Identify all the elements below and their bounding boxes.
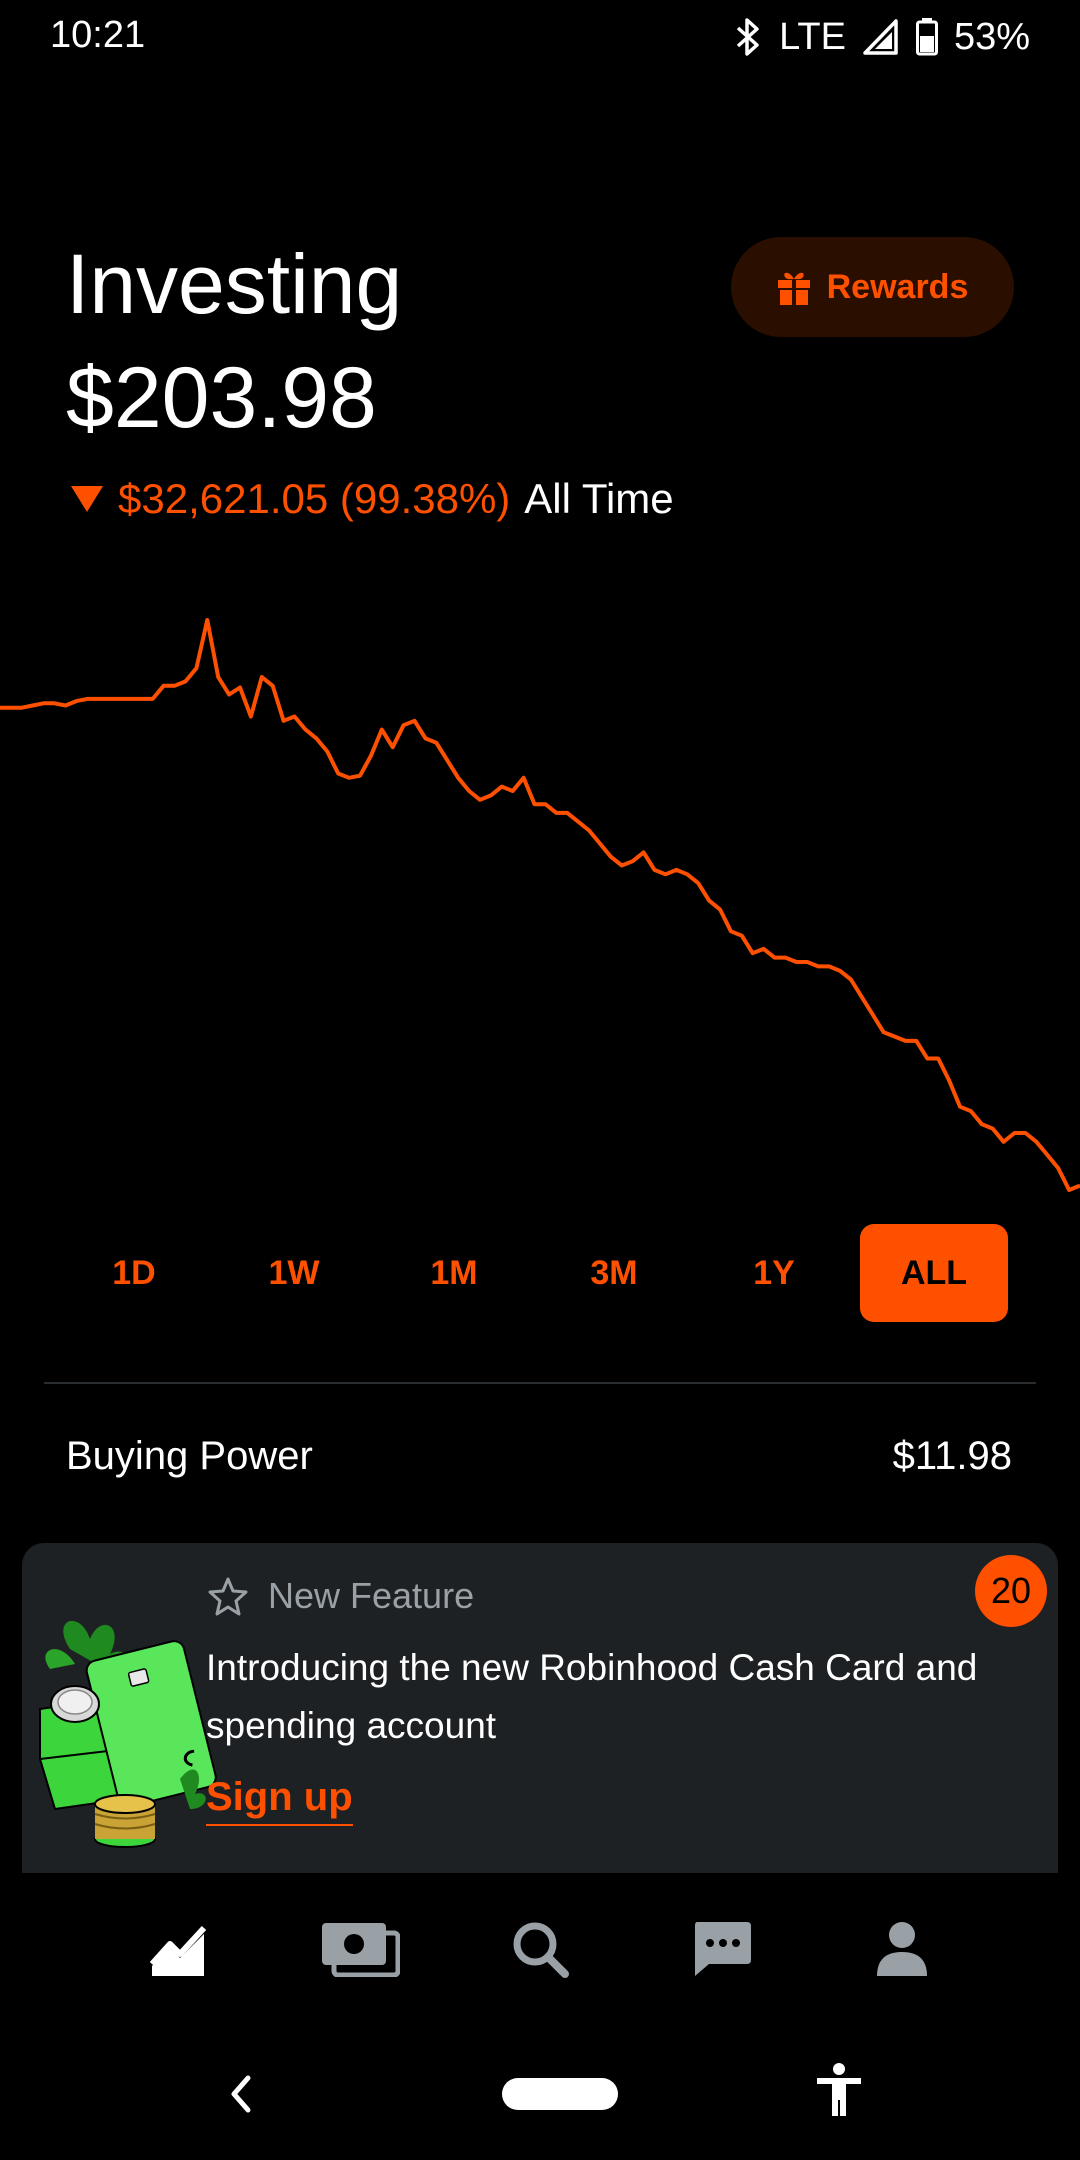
page-title: Investing — [66, 237, 403, 331]
buying-power-label[interactable]: Buying Power — [66, 1434, 313, 1478]
star-icon — [208, 1577, 248, 1616]
range-tab-1m[interactable]: 1M — [430, 1253, 478, 1292]
notification-count-badge[interactable]: 20 — [975, 1555, 1047, 1627]
cash-card-illustration — [39, 1620, 217, 1848]
bluetooth-icon — [736, 18, 759, 56]
tag-label: New Feature — [268, 1575, 475, 1616]
range-tab-all[interactable]: ALL — [860, 1224, 1008, 1322]
signal-icon — [863, 19, 898, 55]
accessibility-icon[interactable] — [814, 2062, 864, 2118]
nav-account[interactable] — [862, 1909, 942, 1989]
home-pill[interactable] — [502, 2078, 618, 2110]
nav-investing[interactable] — [138, 1909, 218, 1989]
battery-percent: 53% — [953, 15, 1030, 58]
portfolio-change: $32,621.05 (99.38%) All Time — [70, 474, 674, 524]
investing-chart-icon — [149, 1925, 207, 1976]
nav-cash[interactable] — [318, 1909, 402, 1989]
account-icon — [877, 1922, 927, 1976]
cash-card-icon — [322, 1923, 400, 1977]
back-icon[interactable] — [222, 2072, 258, 2116]
bottom-nav — [0, 1873, 1080, 2023]
new-feature-tag: New Feature — [208, 1575, 474, 1617]
range-tabs: 1D 1W 1M 3M 1Y ALL — [60, 1224, 1020, 1324]
rewards-label: Rewards — [826, 267, 969, 306]
down-arrow-icon — [70, 485, 104, 513]
system-nav-bar — [0, 2040, 1080, 2150]
status-time: 10:21 — [50, 14, 146, 56]
divider — [44, 1382, 1036, 1384]
range-tab-3m[interactable]: 3M — [590, 1253, 638, 1292]
feature-card[interactable]: New Feature Introducing the new Robinhoo… — [22, 1543, 1058, 1873]
sign-up-link[interactable]: Sign up — [206, 1775, 353, 1826]
change-period: All Time — [524, 475, 674, 522]
feature-description: Introducing the new Robinhood Cash Card … — [206, 1647, 978, 1746]
battery-icon — [915, 18, 938, 56]
rewards-button[interactable]: Rewards — [731, 237, 1014, 337]
range-tab-1d[interactable]: 1D — [112, 1253, 156, 1292]
gift-icon — [777, 272, 810, 305]
portfolio-line — [0, 618, 1080, 1192]
search-icon — [513, 1922, 569, 1978]
portfolio-chart[interactable] — [0, 600, 1080, 1200]
nav-search[interactable] — [500, 1909, 580, 1989]
status-icons: LTE 53% — [733, 12, 1030, 62]
nav-messages[interactable] — [682, 1909, 762, 1989]
change-amount: $32,621.05 (99.38%) — [118, 475, 511, 522]
range-tab-1y[interactable]: 1Y — [753, 1253, 795, 1292]
messages-icon — [695, 1922, 751, 1976]
portfolio-value: $203.98 — [66, 350, 377, 446]
range-tab-1w[interactable]: 1W — [268, 1253, 320, 1292]
buying-power-value[interactable]: $11.98 — [892, 1434, 1012, 1478]
network-label: LTE — [779, 15, 846, 58]
